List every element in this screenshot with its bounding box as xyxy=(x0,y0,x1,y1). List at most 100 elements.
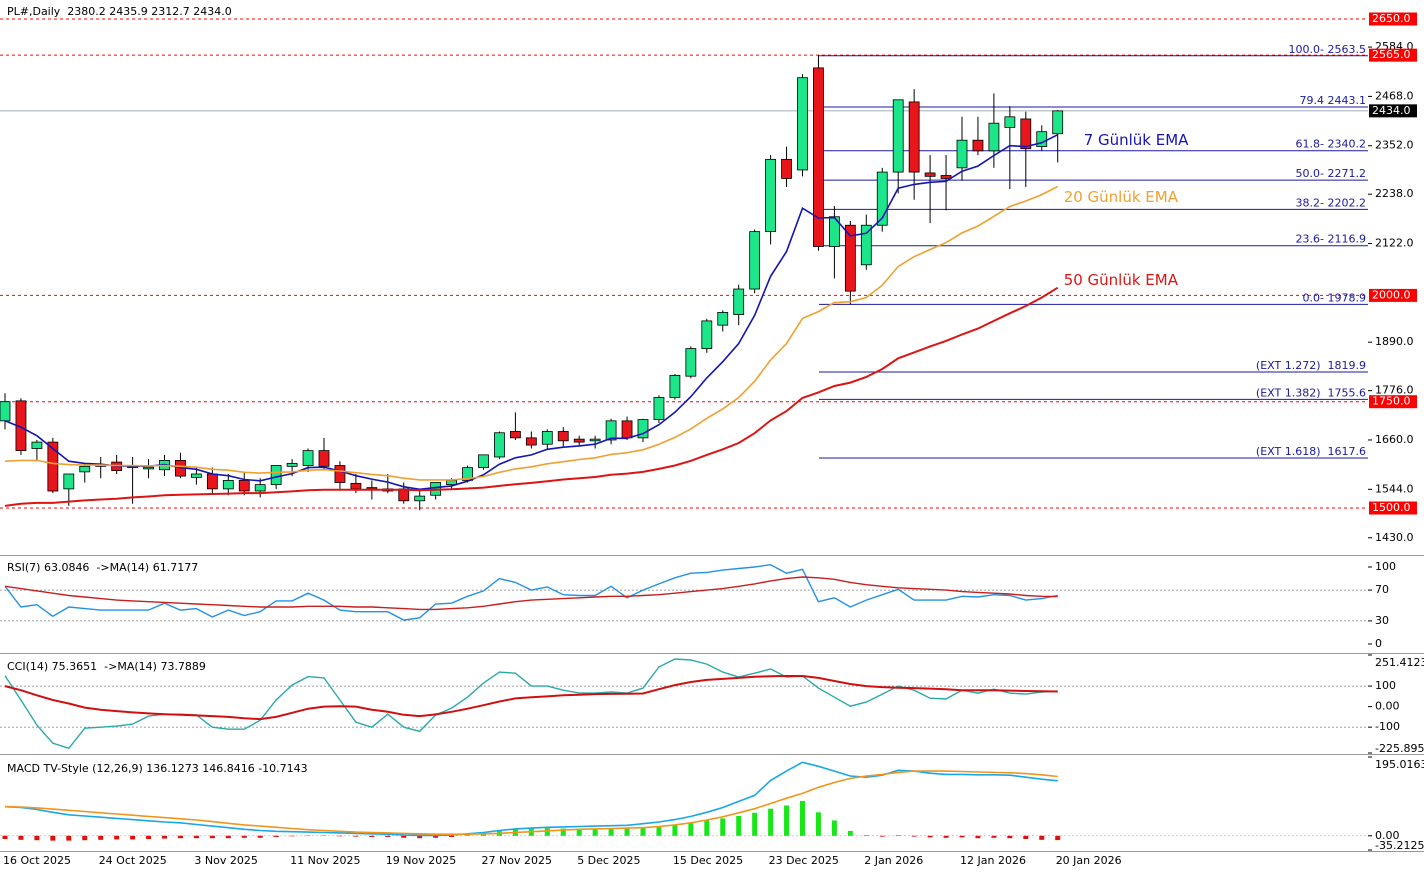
candle-body xyxy=(940,175,952,179)
fibonacci-label: (EXT 1.272) 1819.9 xyxy=(1256,359,1366,372)
histogram-bar xyxy=(672,824,678,836)
candle-body xyxy=(892,99,904,173)
x-tick-label: 15 Dec 2025 xyxy=(673,854,743,867)
candle-body xyxy=(366,487,378,490)
candle-body xyxy=(829,216,840,247)
candle-body xyxy=(701,320,713,349)
candle-body xyxy=(541,431,553,445)
histogram-bar xyxy=(991,835,997,838)
y-tick-label: 2352.0 xyxy=(1375,139,1414,152)
histogram-bar xyxy=(943,835,949,838)
y-tick-label: 2238.0 xyxy=(1375,187,1414,200)
histogram-bar xyxy=(768,808,774,836)
candle-body xyxy=(573,438,585,443)
candle-body xyxy=(813,67,824,247)
histogram-bar xyxy=(337,835,343,837)
histogram-bar xyxy=(895,834,901,836)
candle-body xyxy=(605,420,617,441)
candle-body xyxy=(1020,118,1032,150)
histogram-bar xyxy=(225,835,231,839)
y-tick-label: 0 xyxy=(1375,637,1382,650)
histogram-bar xyxy=(784,805,790,836)
x-tick-label: 23 Dec 2025 xyxy=(769,854,839,867)
price-level-box xyxy=(1369,501,1417,515)
x-tick-label: 2 Jan 2026 xyxy=(864,854,923,867)
histogram-bar xyxy=(927,835,933,838)
candle-body xyxy=(222,479,234,490)
candle-body xyxy=(143,466,154,470)
fibonacci-label: 79.4 2443.1 xyxy=(1300,94,1366,107)
fibonacci-label: 50.0- 2271.2 xyxy=(1296,167,1366,180)
histogram-bar xyxy=(815,812,821,836)
candle-body xyxy=(669,374,681,398)
y-tick-label: -100 xyxy=(1375,720,1400,733)
current-price-box xyxy=(1369,104,1417,118)
candle-body xyxy=(414,495,426,502)
y-tick-label: 1430.0 xyxy=(1375,531,1414,544)
y-tick-label: 2468.0 xyxy=(1375,89,1414,102)
candle-body xyxy=(63,473,75,490)
y-tick-label: 1544.0 xyxy=(1375,482,1414,495)
candle-body xyxy=(653,397,665,420)
price-level-label: 1750.0 xyxy=(1372,395,1411,408)
fibonacci-label: 38.2- 2202.2 xyxy=(1296,196,1366,209)
candle-body xyxy=(190,473,202,478)
candle-body xyxy=(860,224,872,266)
ema-line xyxy=(4,185,1059,481)
ema-label: 50 Günlük EMA xyxy=(1064,271,1179,289)
ema-line xyxy=(4,133,1059,491)
histogram-bar xyxy=(656,826,662,836)
histogram-bar xyxy=(177,835,183,839)
histogram-bar xyxy=(385,835,391,837)
candle-body xyxy=(238,479,250,492)
fibonacci-label: 61.8- 2340.2 xyxy=(1296,138,1366,151)
candle-body xyxy=(446,479,458,486)
histogram-bar xyxy=(959,835,965,838)
candle-body xyxy=(988,122,1000,152)
candle-body xyxy=(1004,116,1016,128)
candle-body xyxy=(79,465,91,473)
candle-body xyxy=(270,465,282,486)
price-level-label: 2565.0 xyxy=(1372,48,1411,61)
histogram-bar xyxy=(720,818,726,836)
histogram-bar xyxy=(305,835,311,836)
candle-body xyxy=(31,441,43,449)
histogram-bar xyxy=(193,835,199,839)
histogram-bar xyxy=(847,830,853,836)
histogram-bar xyxy=(401,835,407,838)
histogram-bar xyxy=(289,835,295,837)
candle-body xyxy=(1036,131,1048,147)
histogram-bar xyxy=(736,815,742,836)
histogram-bar xyxy=(640,827,646,836)
candle-body xyxy=(509,431,521,439)
price-level-box xyxy=(1369,12,1417,26)
x-tick-label: 11 Nov 2025 xyxy=(290,854,360,867)
histogram-bar xyxy=(209,835,215,839)
histogram-bar xyxy=(369,835,375,837)
histogram-bar xyxy=(82,835,88,841)
histogram-bar xyxy=(592,829,598,836)
histogram-bar xyxy=(162,835,167,839)
x-tick-label: 19 Nov 2025 xyxy=(386,854,456,867)
candle-body xyxy=(876,171,888,226)
candle-body xyxy=(318,450,330,467)
x-tick-label: 24 Oct 2025 xyxy=(99,854,167,867)
candle-body xyxy=(334,465,346,483)
y-tick-label: 1660.0 xyxy=(1375,433,1414,446)
candle-body xyxy=(525,437,537,446)
histogram-bar xyxy=(975,835,981,839)
candle-body xyxy=(797,77,808,171)
histogram-bar xyxy=(1023,835,1029,840)
candle-body xyxy=(350,482,362,490)
histogram-bar xyxy=(608,828,614,836)
x-tick-label: 20 Jan 2026 xyxy=(1056,854,1122,867)
candle-body xyxy=(589,438,601,442)
histogram-bar xyxy=(321,835,327,836)
y-tick-label: 2122.0 xyxy=(1375,237,1414,250)
current-price-label: 2434.0 xyxy=(1372,104,1411,117)
candle-body xyxy=(494,432,505,458)
candle-body xyxy=(206,473,218,490)
candle-body xyxy=(254,484,266,492)
candle-body xyxy=(557,431,569,442)
